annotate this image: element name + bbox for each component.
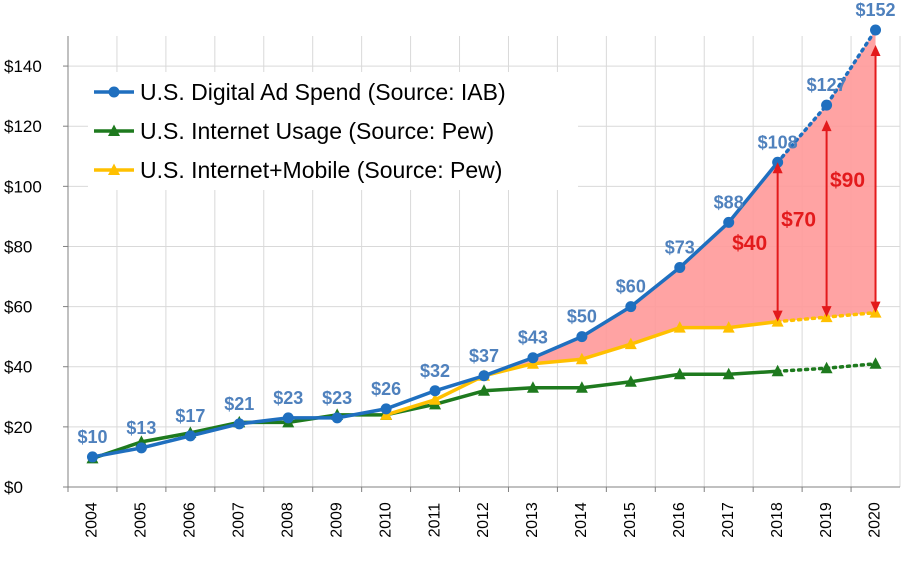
data-point: [673, 321, 686, 333]
data-label: $127: [807, 75, 847, 95]
legend-marker: [108, 124, 120, 136]
gap-label: $40: [732, 232, 767, 255]
data-label: $152: [856, 0, 896, 20]
x-tick-label: 2014: [573, 502, 590, 538]
data-point: [673, 367, 686, 380]
x-tick-label: 2015: [622, 502, 639, 538]
x-tick-label: 2006: [182, 502, 199, 538]
data-point: [624, 337, 637, 350]
data-point: [478, 384, 490, 396]
data-point: [869, 357, 882, 369]
data-point: [674, 262, 686, 274]
x-tick-label: 2011: [426, 503, 443, 538]
data-point: [722, 367, 735, 380]
y-tick-label: $60: [4, 298, 32, 317]
legend-label: U.S. Internet+Mobile (Source: Pew): [140, 157, 502, 183]
gap-arrow-head-up: [772, 162, 783, 174]
gap-arrow-head-up: [870, 45, 881, 57]
data-point: [722, 321, 735, 333]
x-tick-label: 2020: [867, 502, 884, 538]
gap-arrow-head-down: [772, 310, 783, 322]
gap-label: $90: [830, 169, 865, 192]
y-tick-label: $120: [4, 117, 42, 136]
data-label: $13: [126, 418, 156, 438]
y-tick-label: $0: [4, 478, 23, 497]
data-labels: $10 $13 $17 $21 $23 $23 $26 $32 $37 $43 $50 $60 $73 $…: [77, 0, 895, 447]
data-label: $26: [371, 379, 401, 399]
data-point: [282, 412, 294, 424]
x-tick-label: 2008: [279, 502, 296, 538]
x-tick-label: 2005: [133, 502, 150, 538]
data-label: $17: [175, 406, 205, 426]
series-projection-0: [775, 28, 878, 165]
data-label: $23: [322, 388, 352, 408]
legend-marker: [108, 163, 120, 175]
data-point: [575, 381, 588, 393]
y-tick-label: $40: [4, 358, 32, 377]
series: [86, 24, 882, 464]
data-point: [429, 385, 441, 397]
data-point: [526, 381, 539, 393]
x-tick-label: 2018: [769, 502, 786, 538]
data-label: $50: [567, 307, 597, 327]
data-point: [771, 364, 784, 377]
x-tick-label: 2016: [671, 502, 688, 538]
legend-label: U.S. Digital Ad Spend (Source: IAB): [140, 79, 506, 105]
data-label: $32: [420, 361, 450, 381]
gap-arrow-head-up: [821, 120, 832, 132]
gap-annotations: $40 $70 $90: [732, 45, 881, 322]
data-label: $73: [665, 238, 695, 258]
data-point: [527, 352, 539, 364]
data-point: [478, 370, 490, 382]
data-label: $108: [758, 132, 798, 152]
x-tick-label: 2017: [720, 502, 737, 538]
data-label: $43: [518, 328, 548, 348]
y-tick-label: $100: [4, 177, 42, 196]
data-label: $23: [273, 388, 303, 408]
legend-marker: [108, 86, 120, 98]
data-point: [821, 99, 833, 111]
data-label: $21: [224, 394, 254, 414]
data-point: [624, 375, 637, 387]
x-tick-label: 2010: [377, 502, 394, 538]
axes: $0 $20 $40 $60 $80 $100 $120 $140 2004 2005 2006 20…: [4, 36, 900, 538]
gap-label: $70: [781, 209, 816, 232]
gap-arrow-head-down: [870, 301, 881, 313]
data-label: $37: [469, 346, 499, 366]
data-point: [429, 393, 442, 405]
legend: U.S. Digital Ad Spend (Source: IAB) U.S. …: [88, 72, 578, 190]
legend-label: U.S. Internet Usage (Source: Pew): [140, 118, 494, 144]
data-point: [380, 403, 392, 415]
data-label: $60: [616, 277, 646, 297]
data-point: [233, 418, 245, 430]
data-point: [86, 451, 98, 463]
data-point: [576, 331, 588, 343]
legend-box: [88, 72, 578, 190]
y-tick-label: $80: [4, 237, 32, 256]
x-tick-label: 2004: [84, 502, 101, 538]
x-tick-label: 2007: [231, 502, 248, 538]
data-point: [723, 216, 735, 228]
data-point: [331, 412, 343, 424]
x-tick-label: 2012: [475, 502, 492, 538]
data-point: [820, 361, 833, 374]
gap-arrow-head-down: [821, 306, 832, 318]
x-tick-label: 2013: [524, 502, 541, 538]
data-label: $88: [714, 192, 744, 212]
data-point: [184, 430, 196, 442]
data-point: [575, 352, 588, 365]
data-point: [625, 301, 637, 313]
data-point: [870, 24, 882, 36]
data-label: $10: [77, 427, 107, 447]
x-tick-label: 2009: [328, 502, 345, 538]
data-point: [135, 442, 147, 454]
y-tick-label: $20: [4, 418, 32, 437]
y-tick-label: $140: [4, 57, 42, 76]
x-tick-label: 2019: [818, 502, 835, 538]
